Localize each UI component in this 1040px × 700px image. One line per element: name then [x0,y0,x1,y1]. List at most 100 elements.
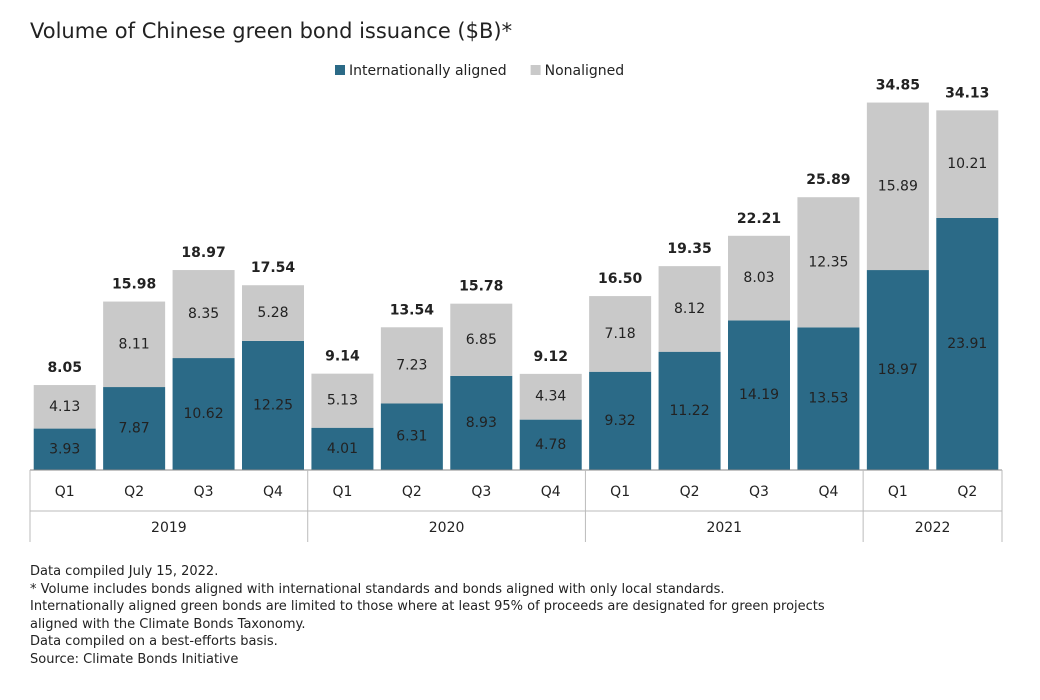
value-label: 4.34 [535,389,566,405]
total-label: 9.12 [533,349,568,365]
value-label: 5.13 [327,393,358,409]
value-label: 6.31 [396,429,427,445]
note: Internationally aligned green bonds are … [30,599,825,614]
value-label: 11.22 [670,403,710,419]
x-tick-label: Q2 [124,484,144,500]
value-label: 12.25 [253,397,293,413]
x-tick-label: Q2 [957,484,977,500]
bar-segment [450,303,513,376]
total-label: 34.13 [945,85,989,101]
x-tick-label: Q3 [471,484,491,500]
total-label: 8.05 [47,360,82,376]
legend-swatch [530,65,541,75]
legend-label: Nonaligned [545,63,625,79]
bar-segment [103,387,166,470]
note: Data compiled on a best-efforts basis. [30,634,278,649]
bar-segment [33,428,96,470]
value-label: 7.23 [396,357,427,373]
total-label: 13.54 [390,302,435,318]
bar-segment [728,235,790,321]
bar-segment [380,327,443,404]
bar-segment [658,351,721,470]
value-label: 7.87 [119,421,150,437]
bar-segment [103,301,166,388]
value-label: 18.97 [878,362,918,378]
value-label: 13.53 [808,391,848,407]
total-label: 34.85 [876,78,920,94]
bar-segment [519,419,582,470]
value-label: 8.11 [119,336,150,352]
value-label: 12.35 [808,254,848,270]
chart: Volume of Chinese green bond issuance ($… [29,19,1003,542]
note: * Volume includes bonds aligned with int… [30,581,725,597]
total-label: 9.14 [325,349,360,365]
bar-segment [311,373,374,428]
total-label: 15.98 [112,277,156,293]
x-tick-label: Q1 [332,484,352,500]
x-tick-label: Q1 [888,484,908,500]
value-label: 10.21 [947,156,987,172]
bar-segment [866,102,929,271]
bar-segment [936,110,999,218]
value-label: 10.62 [184,406,224,422]
note: Source: Climate Bonds Initiative [30,651,239,667]
bar-segment [242,340,304,470]
bar-segment [172,270,235,359]
bar-segment [172,358,235,470]
total-label: 25.89 [806,172,850,188]
value-label: 4.13 [49,399,80,415]
value-label: 6.85 [466,332,497,348]
value-label: 7.18 [605,326,636,342]
bar-segment [589,371,652,470]
bar-segment [380,403,443,470]
total-label: 17.54 [251,260,296,276]
bar-segment [728,320,790,470]
bar-segment [658,266,721,352]
bar-segment [797,197,860,328]
value-label: 23.91 [947,336,987,352]
value-label: 8.03 [743,270,774,286]
x-group-label: 2019 [151,520,187,536]
value-label: 3.93 [49,441,80,457]
total-label: 18.97 [181,245,225,261]
bar-segment [866,270,929,470]
bar-segment [797,327,860,470]
x-tick-label: Q2 [680,484,700,500]
x-tick-label: Q1 [610,484,630,500]
bar-segment [242,285,304,341]
value-label: 5.28 [257,305,288,321]
legend-swatch [335,65,345,75]
note: aligned with the Climate Bonds Taxonomy. [30,616,306,632]
x-group-label: 2020 [429,520,465,536]
x-tick-label: Q4 [263,484,283,500]
bar-segment [519,373,582,420]
value-label: 15.89 [878,178,918,194]
x-tick-label: Q4 [818,484,838,500]
total-label: 15.78 [459,279,503,295]
x-tick-label: Q4 [541,484,561,500]
note: Data compiled July 15, 2022. [30,564,219,579]
value-label: 14.19 [739,387,779,403]
value-label: 8.93 [466,415,497,431]
value-label: 4.78 [535,437,566,453]
value-label: 9.32 [605,413,636,429]
total-label: 16.50 [598,271,643,287]
total-label: 22.21 [737,211,781,227]
value-label: 4.01 [327,441,358,457]
notes: Data compiled July 15, 2022. * Volume inc… [30,563,825,668]
legend-label: Internationally aligned [349,63,507,79]
value-label: 8.35 [188,306,219,322]
x-tick-label: Q1 [55,484,75,500]
bar-segment [450,375,513,470]
bar-segment [33,385,96,429]
bar-segment [936,217,999,470]
x-tick-label: Q2 [402,484,422,500]
chart-title: Volume of Chinese green bond issuance ($… [30,19,512,43]
x-group-label: 2021 [706,520,742,536]
x-group-label: 2022 [915,520,951,536]
value-label: 8.12 [674,301,705,317]
x-tick-label: Q3 [749,484,769,500]
total-label: 19.35 [667,241,711,257]
x-tick-label: Q3 [194,484,214,500]
